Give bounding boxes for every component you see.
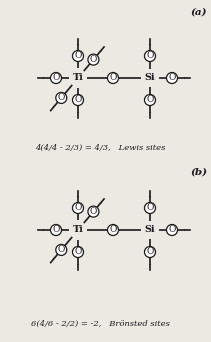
Text: Ti: Ti <box>73 225 83 235</box>
Circle shape <box>73 94 84 105</box>
Text: O: O <box>90 207 97 216</box>
Text: O: O <box>146 52 154 61</box>
Circle shape <box>145 247 156 258</box>
Text: O: O <box>146 203 154 212</box>
Text: O: O <box>58 246 65 254</box>
Circle shape <box>73 51 84 62</box>
Text: Ti: Ti <box>73 74 83 82</box>
Text: (a): (a) <box>191 8 207 17</box>
Text: O: O <box>52 74 60 82</box>
Text: O: O <box>146 95 154 105</box>
Text: 6(4/6 - 2/2) = -2,   Brönsted sites: 6(4/6 - 2/2) = -2, Brönsted sites <box>31 320 170 328</box>
Circle shape <box>145 202 156 213</box>
Text: O: O <box>109 74 117 82</box>
Circle shape <box>145 94 156 105</box>
Text: 4(4/4 - 2/3) = 4/3,   Lewis sites: 4(4/4 - 2/3) = 4/3, Lewis sites <box>35 144 166 152</box>
Circle shape <box>50 224 61 236</box>
Circle shape <box>166 73 177 83</box>
Text: O: O <box>74 248 82 256</box>
Circle shape <box>73 247 84 258</box>
Circle shape <box>88 54 99 65</box>
Text: O: O <box>168 225 176 235</box>
Text: O: O <box>58 93 65 102</box>
Text: (b): (b) <box>191 168 207 177</box>
Text: O: O <box>109 225 117 235</box>
Circle shape <box>56 92 67 103</box>
Circle shape <box>50 73 61 83</box>
Text: O: O <box>146 248 154 256</box>
Text: O: O <box>74 95 82 105</box>
Text: Si: Si <box>145 74 155 82</box>
Circle shape <box>56 245 67 255</box>
Text: Si: Si <box>145 225 155 235</box>
Circle shape <box>73 202 84 213</box>
Text: O: O <box>90 55 97 64</box>
Circle shape <box>107 73 119 83</box>
Circle shape <box>107 224 119 236</box>
Circle shape <box>145 51 156 62</box>
Text: O: O <box>74 203 82 212</box>
Circle shape <box>166 224 177 236</box>
Circle shape <box>88 206 99 217</box>
Text: O: O <box>52 225 60 235</box>
Text: O: O <box>168 74 176 82</box>
Text: O: O <box>74 52 82 61</box>
